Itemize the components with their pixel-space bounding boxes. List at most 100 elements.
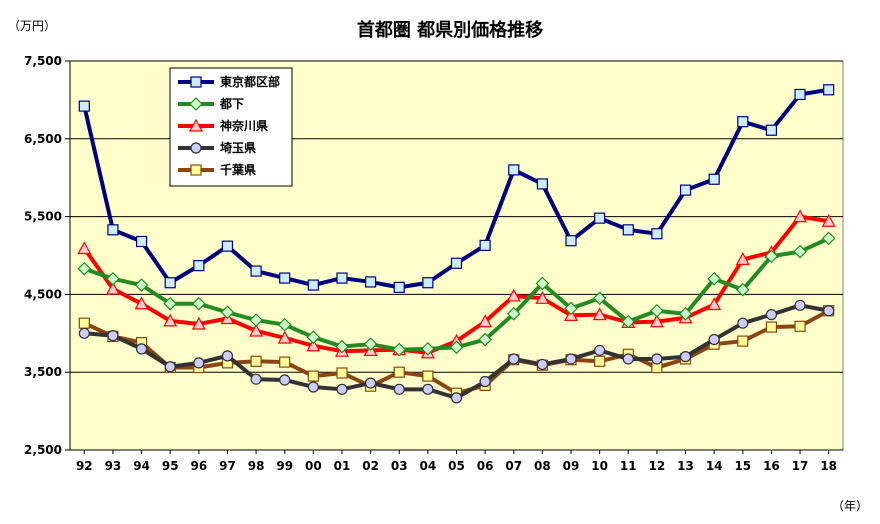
x-tick-label: 04 [420,459,437,473]
series-group [78,299,835,404]
data-point-marker [707,271,722,286]
data-point-marker [107,224,119,236]
legend-label: 千葉県 [220,162,256,177]
data-point-marker [107,330,119,342]
data-point-marker [134,278,149,292]
y-tick-label: 3,500 [24,365,62,379]
data-point-marker [188,118,204,132]
legend-label: 東京都区部 [220,74,280,89]
y-tick-label: 6,500 [24,132,62,146]
x-tick-label: 14 [706,459,723,473]
data-point-marker [794,320,806,332]
data-point-marker [737,335,749,347]
data-point-marker [421,342,435,356]
x-tick-label: 00 [305,459,322,473]
x-tick-label: 06 [477,459,494,473]
x-axis-ticks: 92 93 94 95 96 97 98 99 00 01 02 03 04 05 06 07 08 09 10 11… [76,450,837,473]
y-axis-unit-label: （万円） [8,19,56,33]
data-point-marker [77,241,92,255]
data-point-marker [279,272,291,284]
x-tick-label: 10 [591,459,608,473]
data-point-marker [392,342,407,357]
x-tick-label: 94 [133,459,150,473]
data-point-marker [164,361,176,373]
data-point-marker [821,214,836,227]
data-point-marker [737,116,749,128]
data-point-marker [765,321,778,333]
data-point-marker [478,314,493,328]
data-point-marker [306,338,321,352]
data-point-marker [163,313,178,327]
data-point-marker [536,178,548,190]
x-tick-label: 97 [219,459,236,473]
data-point-marker [249,313,263,327]
x-tick-label: 08 [534,459,551,473]
data-point-marker [594,344,606,357]
data-point-marker [250,265,262,277]
data-point-marker [393,366,405,378]
data-point-marker [336,367,348,379]
x-tick-label: 01 [334,459,351,473]
data-point-marker [708,333,720,346]
data-point-marker [592,307,607,321]
data-point-marker [735,252,750,265]
data-point-marker [363,337,378,352]
x-tick-label: 99 [276,459,293,473]
data-point-marker [190,164,202,176]
data-point-marker [679,351,692,363]
data-point-marker [821,231,836,246]
legend-label: 都下 [219,96,244,111]
data-point-marker [221,240,234,252]
x-tick-label: 05 [448,459,465,473]
data-point-marker [508,164,520,176]
data-point-marker [564,301,578,316]
data-point-marker [422,277,434,289]
data-point-marker [307,279,319,291]
x-tick-label: 96 [190,459,207,473]
data-point-marker [764,249,779,264]
data-point-marker [707,297,722,311]
data-point-marker [78,317,90,329]
data-point-marker [649,314,664,328]
data-point-marker [650,303,664,318]
data-point-marker [594,355,606,367]
x-tick-label: 98 [248,459,265,473]
y-tick-label: 5,500 [24,210,62,224]
data-point-marker [449,340,464,355]
legend-item: 都下 [178,96,244,111]
x-axis-unit-label: （年） [832,499,868,513]
data-point-marker [190,142,202,154]
data-point-marker [794,299,806,311]
data-point-marker [134,296,149,310]
x-tick-label: 03 [391,459,408,473]
data-point-marker [565,235,577,247]
data-point-marker [506,288,521,302]
x-tick-label: 11 [620,459,637,473]
data-point-marker [651,228,663,240]
x-tick-label: 93 [105,459,122,473]
legend-item: 東京都区部 [178,74,280,89]
data-point-marker [535,276,550,291]
x-tick-label: 02 [362,459,379,473]
data-point-marker [135,235,148,248]
data-point-marker [735,282,750,297]
data-point-marker [823,84,835,96]
data-point-marker [221,350,234,362]
x-tick-label: 18 [820,459,837,473]
data-point-marker [823,305,835,317]
data-point-marker [765,309,778,321]
x-tick-label: 13 [677,459,694,473]
data-point-marker [164,277,176,289]
data-point-marker [393,281,405,293]
x-tick-label: 17 [792,459,809,473]
legend-item: 千葉県 [178,162,256,177]
data-point-marker [536,358,548,371]
data-point-marker [478,332,492,347]
data-point-marker [78,100,90,112]
data-point-marker [479,375,491,388]
y-tick-label: 4,500 [24,287,62,301]
series-group [77,231,836,357]
